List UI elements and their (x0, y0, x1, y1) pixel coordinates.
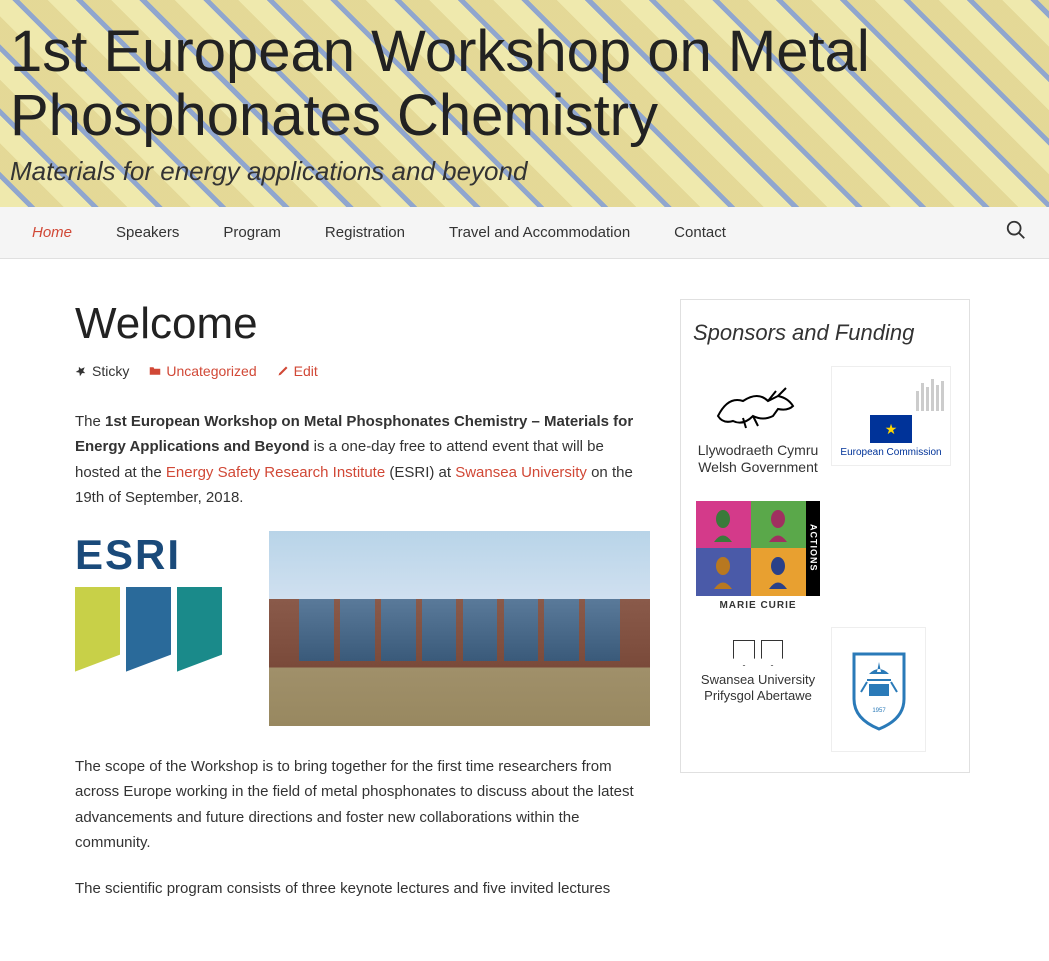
site-title[interactable]: 1st European Workshop on Metal Phosphona… (10, 20, 1039, 148)
sponsor-marie-curie[interactable]: ACTIONS MARIE CURIE (693, 494, 823, 619)
esri-shapes (75, 587, 239, 672)
marie-curie-label: MARIE CURIE (719, 600, 796, 612)
sponsor-ksu[interactable]: 1957 (831, 627, 926, 752)
para1-mid2: (ESRI) at (385, 464, 455, 481)
pencil-icon (277, 365, 289, 377)
welsh-gov-label-2: Welsh Government (698, 459, 818, 476)
post-meta: Sticky Uncategorized Edit (75, 363, 650, 379)
building-photo[interactable] (269, 531, 650, 726)
esri-logo[interactable]: ESRI (75, 531, 239, 672)
link-swansea[interactable]: Swansea University (455, 464, 587, 481)
building-window (299, 599, 333, 661)
nav-home[interactable]: Home (10, 208, 94, 257)
search-icon (1005, 219, 1027, 241)
search-button[interactable] (993, 207, 1039, 258)
scope-paragraph: The scope of the Workshop is to bring to… (75, 754, 650, 856)
building-window (422, 599, 456, 661)
building-window (463, 599, 497, 661)
svg-text:1957: 1957 (872, 708, 886, 714)
dragon-icon (708, 376, 808, 436)
welsh-gov-label-1: Llywodraeth Cymru (698, 442, 819, 459)
pin-icon (75, 365, 87, 377)
content-wrap: Welcome Sticky Uncategorized Edit The 1s… (0, 259, 1049, 961)
main-nav: Home Speakers Program Registration Trave… (0, 207, 1049, 259)
site-header: 1st European Workshop on Metal Phosphona… (0, 0, 1049, 207)
ksu-shield-icon: 1957 (849, 644, 909, 734)
sponsor-grid: Llywodraeth Cymru Welsh Government ★ Eur… (693, 366, 957, 752)
mc-cell (696, 548, 751, 596)
building-window (585, 599, 619, 661)
marie-curie-grid (696, 501, 806, 596)
sponsor-eu-commission[interactable]: ★ European Commission (831, 366, 951, 466)
building-window (381, 599, 415, 661)
meta-sticky: Sticky (75, 363, 129, 379)
swansea-crest-icon (733, 640, 783, 666)
esri-logo-text: ESRI (75, 531, 239, 579)
site-subtitle: Materials for energy applications and be… (10, 156, 1039, 187)
sticky-label: Sticky (92, 363, 129, 379)
building-window (544, 599, 578, 661)
nav-travel[interactable]: Travel and Accommodation (427, 208, 652, 257)
building-window (504, 599, 538, 661)
building-windows (299, 599, 619, 661)
sidebar: Sponsors and Funding Llywodraeth Cymru W… (680, 299, 970, 773)
nav-speakers[interactable]: Speakers (94, 208, 201, 257)
eu-comm-label: European Commission (840, 447, 941, 459)
link-esri[interactable]: Energy Safety Research Institute (166, 464, 385, 481)
main-content: Welcome Sticky Uncategorized Edit The 1s… (10, 299, 650, 922)
mc-cell (696, 501, 751, 549)
esri-shape-2 (126, 587, 171, 672)
meta-category[interactable]: Uncategorized (149, 363, 256, 379)
building-window (340, 599, 374, 661)
folder-icon (149, 365, 161, 377)
page-heading: Welcome (75, 299, 650, 349)
image-row: ESRI (75, 531, 650, 726)
nav-program[interactable]: Program (201, 208, 303, 257)
para1-pre: The (75, 413, 105, 430)
mc-cell (751, 548, 806, 596)
meta-edit[interactable]: Edit (277, 363, 318, 379)
eu-flag-icon: ★ (870, 415, 912, 442)
sidebar-title: Sponsors and Funding (693, 320, 957, 346)
category-label: Uncategorized (166, 363, 256, 379)
intro-paragraph: The 1st European Workshop on Metal Phosp… (75, 409, 650, 511)
swansea-label-1: Swansea University (701, 672, 815, 688)
nav-contact[interactable]: Contact (652, 208, 748, 257)
swansea-label-2: Prifysgol Abertawe (704, 688, 812, 704)
edit-label: Edit (294, 363, 318, 379)
esri-shape-1 (75, 587, 120, 672)
sponsor-welsh-gov[interactable]: Llywodraeth Cymru Welsh Government (693, 366, 823, 486)
mc-actions-label: ACTIONS (806, 501, 821, 596)
program-paragraph: The scientific program consists of three… (75, 876, 650, 902)
sponsor-swansea[interactable]: Swansea University Prifysgol Abertawe (693, 627, 823, 717)
esri-shape-3 (177, 587, 222, 672)
mc-cell (751, 501, 806, 549)
nav-registration[interactable]: Registration (303, 208, 427, 257)
